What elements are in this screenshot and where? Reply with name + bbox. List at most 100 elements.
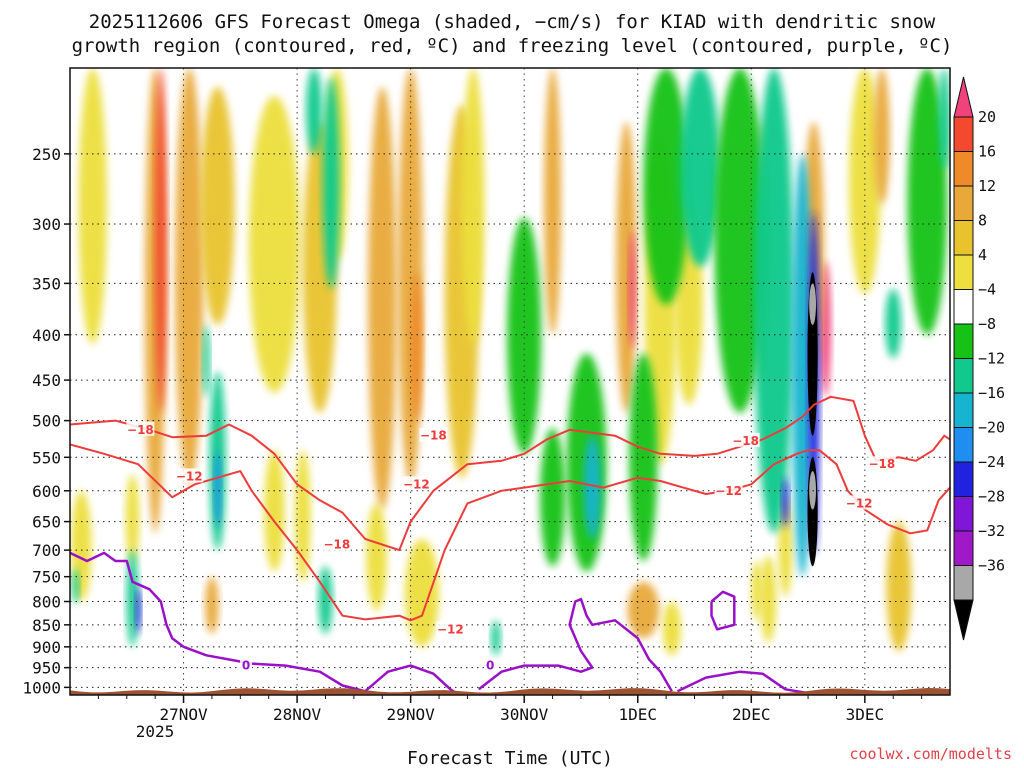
y-tick-label-450: 450 xyxy=(32,371,61,390)
contour-label-red-1: −12 xyxy=(176,469,203,483)
colorbar-box-6 xyxy=(953,289,974,325)
omega-patch-28 xyxy=(366,503,387,612)
colorbar-label-11: −28 xyxy=(978,488,1005,506)
y-tick-label-850: 850 xyxy=(32,616,61,635)
contour-label-red-2: −18 xyxy=(323,538,350,552)
omega-patch-36 xyxy=(540,428,566,567)
colorbar-label-4: 4 xyxy=(978,246,987,264)
colorbar-box-4 xyxy=(953,220,974,256)
contour-label-red-6: −18 xyxy=(732,434,759,448)
omega-patch-35 xyxy=(778,497,793,597)
chart-title-line-1: 2025112606 GFS Forecast Omega (shaded, −… xyxy=(89,11,936,33)
contour-label-red-5: −12 xyxy=(403,477,430,491)
omega-patch-38 xyxy=(583,435,601,539)
omega-patch-58 xyxy=(72,568,80,604)
colorbar-bottom-arrow xyxy=(953,599,974,641)
colorbar-box-3 xyxy=(953,185,974,221)
omega-patch-25 xyxy=(205,576,219,634)
contour-label-purple-0-bg xyxy=(240,657,252,672)
x-tick-label-27NOV: 27NOV xyxy=(159,705,208,724)
contour-red-minus12 xyxy=(70,443,950,622)
omega-patch-63 xyxy=(491,620,501,656)
colorbar-label-6: −8 xyxy=(978,315,996,333)
y-tick-label-600: 600 xyxy=(32,482,61,501)
omega-patch-57 xyxy=(135,586,141,634)
y-tick-label-700: 700 xyxy=(32,541,61,560)
colorbar-label-1: 16 xyxy=(978,143,996,161)
colorbar-box-14 xyxy=(953,565,974,601)
x-tick-label-30NOV: 30NOV xyxy=(500,705,549,724)
omega-patch-51 xyxy=(781,477,789,528)
colorbar-box-5 xyxy=(953,254,974,290)
y-tick-label-1000: 1000 xyxy=(22,678,61,697)
contour-label-red-9: −12 xyxy=(846,496,873,510)
contour-label-red-8: −18 xyxy=(868,457,895,471)
y-axis-pressure-ticks: 250 300 350 400 450 500 550 600 650 700 750 800 850 9… xyxy=(22,145,70,697)
contours: −18 −12 −18 −12 −18 −12 −18 −12 −18 −12 0 0 xyxy=(70,395,950,695)
omega-patch-34 xyxy=(760,555,777,643)
omega-patch-1 xyxy=(155,68,167,413)
omega-patch-9 xyxy=(410,272,422,421)
omega-patch-26 xyxy=(264,450,285,572)
y-tick-label-950: 950 xyxy=(32,659,61,678)
contour-label-red-0-bg xyxy=(126,421,155,436)
y-tick-label-900: 900 xyxy=(32,638,61,657)
omega-patch-55 xyxy=(214,450,222,528)
contour-label-red-3: −12 xyxy=(437,622,464,636)
contour-label-red-9-bg xyxy=(845,495,874,510)
omega-patch-21 xyxy=(873,68,890,205)
x-axis-time-ticks: 27NOV 28NOV 29NOV 30NOV 1DEC 2DEC 3DEC xyxy=(97,695,923,724)
contour-label-red-7-bg xyxy=(714,482,743,497)
omega-patch-61 xyxy=(306,68,323,154)
contour-label-red-4: −18 xyxy=(420,429,447,443)
contour-label-red-7: −12 xyxy=(715,484,742,498)
omega-patch-64 xyxy=(885,288,902,359)
omega-patch-3 xyxy=(200,86,235,326)
omega-patch-39 xyxy=(507,217,542,454)
omega-patch-22 xyxy=(78,68,107,345)
credit-text: coolwx.com/modelts xyxy=(849,745,1012,763)
omega-patch-41 xyxy=(643,68,689,305)
contour-label-purple-1: 0 xyxy=(486,659,494,673)
contour-red-minus18 xyxy=(70,395,950,552)
ground-terrain xyxy=(70,688,950,695)
y-tick-label-350: 350 xyxy=(32,274,61,293)
omega-patch-27 xyxy=(294,450,311,582)
contour-label-purple-0: 0 xyxy=(242,659,250,673)
omega-patch-4 xyxy=(248,95,300,393)
x-tick-label-2DEC: 2DEC xyxy=(732,705,771,724)
contour-purple-0-b xyxy=(364,664,457,695)
omega-patch-59 xyxy=(318,566,333,634)
omega-shading xyxy=(71,68,950,656)
omega-patch-52 xyxy=(907,68,948,335)
colorbar-box-1 xyxy=(953,116,974,152)
colorbar-box-8 xyxy=(953,358,974,394)
x-axis-label: Forecast Time (UTC) xyxy=(407,748,613,768)
colorbar-box-2 xyxy=(953,151,974,187)
y-tick-label-650: 650 xyxy=(32,513,61,532)
gridlines xyxy=(70,68,950,695)
colorbar-box-7 xyxy=(953,323,974,359)
omega-patch-24 xyxy=(125,474,140,564)
y-tick-label-500: 500 xyxy=(32,412,61,431)
omega-patch-20 xyxy=(848,68,881,295)
omega-patch-8 xyxy=(398,68,424,485)
omega-patch-44 xyxy=(754,68,794,534)
omega-patch-11 xyxy=(461,68,485,345)
colorbar-label-12: −32 xyxy=(978,522,1005,540)
contour-label-red-2-bg xyxy=(322,536,351,551)
plot-frame xyxy=(69,67,951,696)
omega-patch-32 xyxy=(751,560,763,621)
omega-patch-30 xyxy=(627,581,660,639)
contour-purple-0-loop xyxy=(710,590,736,631)
y-tick-label-250: 250 xyxy=(32,145,61,164)
chart-title-line-2: growth region (contoured, red, ºC) and f… xyxy=(72,35,953,57)
omega-patch-50 xyxy=(809,283,817,326)
omega-patch-29 xyxy=(404,538,440,647)
omega-patch-53 xyxy=(938,68,950,169)
y-tick-label-400: 400 xyxy=(32,326,61,345)
colorbar-label-10: −24 xyxy=(978,453,1005,471)
contour-purple-0-c xyxy=(478,597,673,692)
contour-label-red-1-bg xyxy=(175,468,204,483)
contour-label-purple-1-bg xyxy=(484,657,497,672)
